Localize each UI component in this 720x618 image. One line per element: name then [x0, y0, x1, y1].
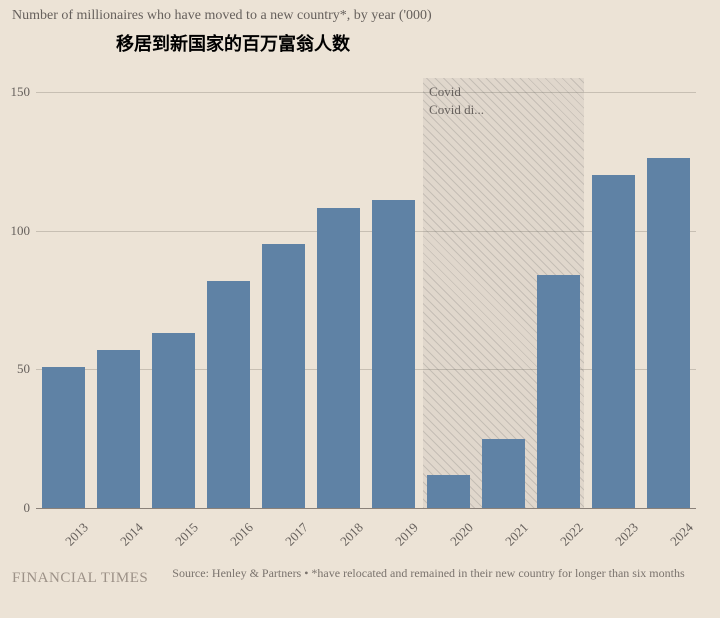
y-tick-label: 0 [0, 500, 30, 516]
covid-label: Covid di... [429, 102, 484, 118]
y-tick-label: 100 [0, 223, 30, 239]
source-text: Source: Henley & Partners • *have reloca… [172, 566, 708, 582]
x-tick-label: 2014 [117, 520, 147, 550]
gridline [36, 92, 696, 93]
bar [482, 439, 525, 508]
bar [262, 244, 305, 508]
y-tick-label: 150 [0, 84, 30, 100]
chart-subtitle: Number of millionaires who have moved to… [12, 8, 432, 24]
x-tick-label: 2021 [502, 520, 532, 550]
ft-logo: FINANCIAL TIMES [12, 570, 148, 587]
bar [152, 333, 195, 508]
x-tick-label: 2023 [612, 520, 642, 550]
bar [42, 367, 85, 508]
covid-label: Covid [429, 84, 461, 100]
x-tick-label: 2015 [172, 520, 202, 550]
chart-title-chinese: 移居到新国家的百万富翁人数 [116, 30, 350, 56]
bar [592, 175, 635, 508]
x-tick-label: 2022 [557, 520, 587, 550]
x-tick-label: 2020 [447, 520, 477, 550]
bar [537, 275, 580, 508]
x-tick-label: 2013 [62, 520, 92, 550]
bar [427, 475, 470, 508]
bar [207, 281, 250, 508]
bar [372, 200, 415, 508]
chart-container: Number of millionaires who have moved to… [0, 0, 720, 618]
y-tick-label: 50 [0, 361, 30, 377]
x-tick-label: 2016 [227, 520, 257, 550]
x-tick-label: 2018 [337, 520, 367, 550]
bar [97, 350, 140, 508]
x-tick-label: 2017 [282, 520, 312, 550]
bar [647, 158, 690, 508]
bar [317, 208, 360, 508]
x-tick-label: 2024 [667, 520, 697, 550]
plot-area: Covid Covid di... [36, 78, 696, 508]
x-tick-label: 2019 [392, 520, 422, 550]
chart-footer: FINANCIAL TIMES Source: Henley & Partners… [12, 566, 708, 587]
gridline [36, 508, 696, 509]
